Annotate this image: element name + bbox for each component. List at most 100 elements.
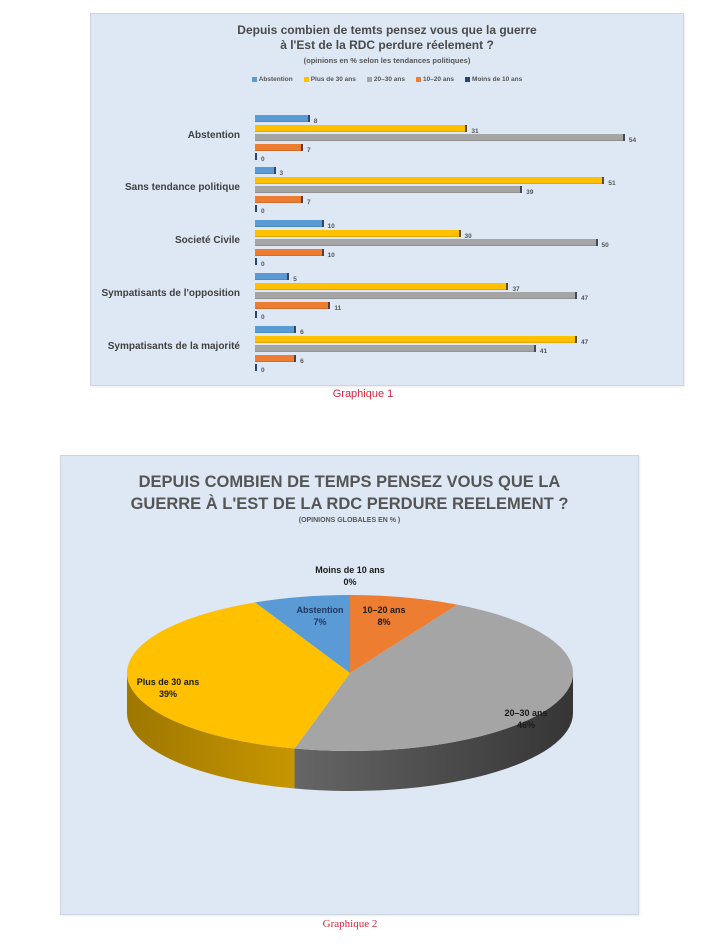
bar-10-20-ans [255, 354, 297, 362]
pie-label-percent: 8% [377, 617, 391, 627]
bar-value-label: 6 [300, 329, 304, 336]
bar-value-label: 11 [334, 304, 342, 312]
bar-value-label: 8 [313, 118, 318, 125]
legend-label: 20–30 ans [373, 76, 405, 83]
pie-graphic [126, 595, 574, 791]
bar-value-label: 50 [601, 242, 609, 249]
bar-chart-legend: Abstention Plus de 30 ans 20–30 ans 10–20 a… [91, 76, 683, 83]
bar-chart-title: Depuis combien de temts pensez vous que … [91, 23, 683, 53]
bar-value-label: 7 [306, 198, 311, 206]
bar-value-label: 10 [327, 251, 335, 259]
category-label-sans-tendance-politique: Sans tendance politique [124, 182, 240, 193]
legend-swatch-icon [303, 77, 309, 82]
legend-label: Plus de 30 ans [310, 76, 356, 83]
bar-moins-de-10-ans [255, 153, 257, 160]
legend-label: Moins de 10 ans [472, 76, 523, 83]
bar-abstention [255, 326, 297, 333]
pie-slice-20-30-ans [294, 604, 574, 751]
bar-20-30-ans [255, 292, 577, 299]
category-label-abstention: Abstention [187, 130, 240, 141]
pie-label-plus-de-30-ans: Plus de 30 ans 39% [118, 676, 218, 700]
legend-swatch-icon [415, 77, 421, 82]
bar-value-label: 0 [261, 314, 265, 321]
bar-value-label: 7 [306, 146, 311, 154]
legend-swatch-icon [366, 77, 372, 82]
pie-label-percent: 0% [343, 577, 357, 587]
bar-value-label: 6 [300, 357, 304, 365]
bar-chart-subtitle: (opinions en % selon les tendances polit… [303, 56, 471, 65]
pie-label-name: Moins de 10 ans [315, 565, 385, 575]
bar-moins-de-10-ans [255, 311, 257, 318]
bar-abstention [255, 220, 324, 227]
bar-value-label: 0 [261, 208, 265, 215]
bar-value-label: 0 [261, 156, 265, 163]
pie-label-name: Abstention [296, 605, 344, 615]
pie-chart-panel: DEPUIS COMBIEN DE TEMPS PENSEZ VOUS QUE … [60, 455, 639, 915]
bar-chart-panel: Depuis combien de temts pensez vous que … [90, 13, 684, 386]
bar-10-20-ans [255, 301, 331, 309]
pie-label-name: 20–30 ans [504, 708, 548, 718]
bar-plus-de-30-ans [255, 124, 468, 132]
category-label-societe-civile: Societé Civile [174, 235, 240, 246]
bar-moins-de-10-ans [255, 364, 257, 371]
pie-slice-10-20-ans [350, 595, 458, 673]
pie-slice-plus-de-30-ans [126, 602, 350, 749]
bar-plus-de-30-ans [255, 176, 605, 184]
bar-10-20-ans [255, 143, 303, 151]
bar-value-label: 0 [261, 367, 265, 374]
legend-item-moins-de-10-ans: Moins de 10 ans [465, 76, 522, 83]
pie-side-20-30-ans [294, 673, 573, 791]
bar-10-20-ans [255, 248, 324, 256]
bar-value-label: 47 [580, 295, 589, 302]
bar-plus-de-30-ans [255, 282, 509, 290]
pie-label-10-20-ans: 10–20 ans 8% [334, 604, 434, 628]
legend-label: Abstention [258, 76, 293, 83]
pie-label-percent: 39% [158, 689, 177, 699]
bar-value-label: 54 [628, 137, 637, 144]
bar-20-30-ans [255, 239, 598, 246]
bar-20-30-ans [255, 186, 523, 193]
bar-20-30-ans [255, 134, 625, 141]
bar-value-label: 51 [608, 179, 616, 187]
bar-plus-de-30-ans [255, 229, 461, 237]
bar-value-label: 37 [512, 285, 520, 293]
category-label-sympatisants-de-l-opposition: Sympatisants de l'opposition [101, 288, 240, 299]
bar-chart-caption: Graphique 1 [332, 388, 394, 400]
pie-chart-title: DEPUIS COMBIEN DE TEMPS PENSEZ VOUS QUE … [61, 471, 638, 515]
pie-label-abstention: Abstention 7% [270, 604, 370, 628]
bar-moins-de-10-ans [255, 258, 257, 265]
bar-chart-title-line1: Depuis combien de temts pensez vous que … [237, 23, 537, 37]
pie-label-percent: 7% [313, 617, 327, 627]
pie-chart-caption: Graphique 2 [322, 918, 378, 930]
pie-label-name: 10–20 ans [362, 605, 406, 615]
pie-chart-title-line2: GUERRE À L'EST DE LA RDC PERDURE REELEME… [130, 495, 569, 513]
bar-value-label: 3 [279, 170, 284, 177]
bar-value-label: 30 [464, 232, 472, 240]
bar-value-label: 5 [293, 276, 297, 283]
bar-abstention [255, 167, 276, 174]
bar-value-label: 39 [526, 189, 534, 196]
legend-item-abstention: Abstention [251, 76, 293, 83]
bar-plus-de-30-ans [255, 335, 577, 343]
legend-label: 10–20 ans [422, 76, 455, 83]
pie-chart-title-line1: DEPUIS COMBIEN DE TEMPS PENSEZ VOUS QUE … [138, 473, 561, 491]
legend-item-10-20-ans: 10–20 ans [415, 76, 455, 83]
legend-swatch-icon [251, 77, 257, 82]
category-label-sympatisants-de-la-majorite: Sympatisants de la majorité [107, 341, 240, 352]
bar-abstention [255, 115, 310, 122]
bar-10-20-ans [255, 195, 303, 203]
pie-label-percent: 46% [516, 720, 535, 730]
pie-chart-subtitle: (OPINIONS GLOBALES EN % ) [298, 517, 401, 524]
bar-value-label: 31 [471, 127, 479, 135]
bar-moins-de-10-ans [255, 205, 257, 212]
bar-value-label: 47 [580, 338, 589, 346]
bar-value-label: 10 [327, 223, 335, 230]
pie-label-20-30-ans: 20–30 ans 46% [476, 707, 576, 731]
bar-value-label: 0 [261, 261, 265, 268]
pie-label-moins-de-10-ans: Moins de 10 ans 0% [300, 564, 400, 588]
bar-20-30-ans [255, 345, 536, 352]
pie-side-plus-de-30-ans [127, 673, 295, 789]
legend-swatch-icon [465, 77, 471, 82]
bar-value-label: 41 [539, 348, 548, 355]
bar-chart-title-line2: à l'Est de la RDC perdure réelement ? [280, 38, 494, 52]
